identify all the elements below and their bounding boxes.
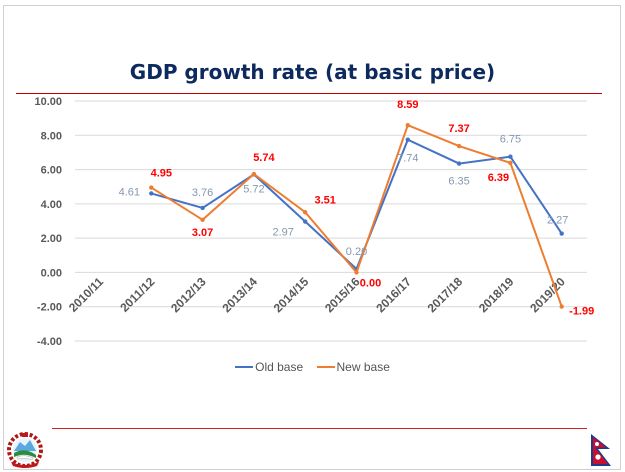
legend: Old base New base (0, 357, 625, 374)
title-divider (16, 93, 602, 94)
data-point-new-base (456, 143, 462, 149)
data-label-old-base: 7.74 (397, 153, 418, 165)
data-point-new-base (559, 304, 564, 309)
series-lines (149, 122, 564, 309)
data-point-old-base (456, 161, 462, 166)
y-tick-label: 2.00 (41, 233, 62, 245)
data-label-new-base: 3.07 (192, 227, 213, 239)
legend-label-old-base: Old base (255, 360, 304, 374)
data-label-old-base: 5.72 (243, 183, 264, 195)
data-label-new-base: 8.59 (397, 99, 418, 111)
data-label-new-base: 4.95 (151, 168, 172, 180)
y-tick-label: 4.00 (41, 199, 62, 211)
x-tick-label: 2019/20 (527, 274, 568, 315)
data-point-new-base (405, 122, 410, 128)
data-label-old-base: 6.75 (500, 134, 521, 146)
data-label-old-base: 2.97 (272, 227, 293, 239)
data-label-old-base: 6.35 (448, 176, 469, 188)
data-point-new-base (251, 171, 257, 177)
data-point-old-base (508, 154, 513, 159)
data-point-old-base (405, 137, 410, 142)
chart-title: GDP growth rate (at basic price) (129, 60, 496, 84)
y-tick-label: 10.00 (34, 96, 62, 108)
y-tick-label: -2.00 (37, 302, 62, 314)
data-point-old-base (200, 205, 205, 211)
slide-frame (3, 5, 621, 470)
data-labels: 4.61 3.76 5.72 2.97 0.20 7.74 6.35 6.75 2.27 4.95… (119, 99, 595, 317)
data-point-old-base (303, 219, 308, 224)
data-label-new-base: 7.37 (448, 123, 469, 135)
data-point-new-base (200, 217, 205, 222)
x-tick-label: 2010/11 (66, 274, 106, 314)
legend-swatch-old-base (235, 366, 254, 368)
data-point-new-base (354, 270, 359, 275)
legend-item-new-base[interactable]: New base (316, 360, 390, 374)
legend-swatch-new-base (316, 366, 335, 368)
data-label-new-base: 6.39 (488, 172, 509, 184)
nepal-flag-icon (591, 434, 611, 466)
data-point-new-base (149, 185, 154, 190)
nepal-emblem-icon (7, 432, 43, 468)
data-label-old-base: 0.20 (346, 246, 367, 258)
y-tick-label: 8.00 (41, 130, 62, 142)
data-point-old-base (149, 191, 154, 196)
data-label-old-base: 4.61 (119, 186, 140, 198)
x-axis-labels: 2010/11 2011/12 2012/13 2013/14 2014/15 2015/… (66, 274, 568, 315)
x-tick-label: 2013/14 (219, 274, 260, 315)
data-point-old-base (559, 231, 564, 236)
data-label-old-base: 2.27 (547, 215, 568, 227)
y-axis-labels: 10.00 8.00 6.00 4.00 2.00 0.00 -2.00 -4.00 (34, 96, 62, 348)
data-point-new-base (303, 210, 308, 215)
footer-divider (52, 428, 587, 429)
data-label-new-base: 3.51 (314, 194, 335, 206)
data-point-new-base (508, 160, 513, 166)
legend-item-old-base[interactable]: Old base (235, 360, 303, 374)
y-tick-label: 0.00 (41, 267, 62, 279)
data-label-old-base: 3.76 (192, 187, 213, 199)
x-tick-label: 2012/13 (168, 274, 209, 315)
data-label-new-base: 0.00 (360, 277, 381, 289)
data-label-new-base: 5.74 (253, 152, 275, 164)
legend-label-new-base: New base (336, 360, 390, 374)
x-tick-label: 2018/19 (476, 274, 517, 315)
x-tick-label: 2017/18 (425, 274, 466, 315)
y-tick-label: 6.00 (41, 165, 62, 177)
x-tick-label: 2015/16 (322, 274, 363, 315)
x-tick-label: 2011/12 (117, 274, 157, 314)
gridlines (75, 100, 587, 342)
y-tick-label: -4.00 (37, 336, 62, 348)
data-label-new-base: -1.99 (569, 306, 594, 318)
x-tick-label: 2014/15 (271, 274, 312, 315)
